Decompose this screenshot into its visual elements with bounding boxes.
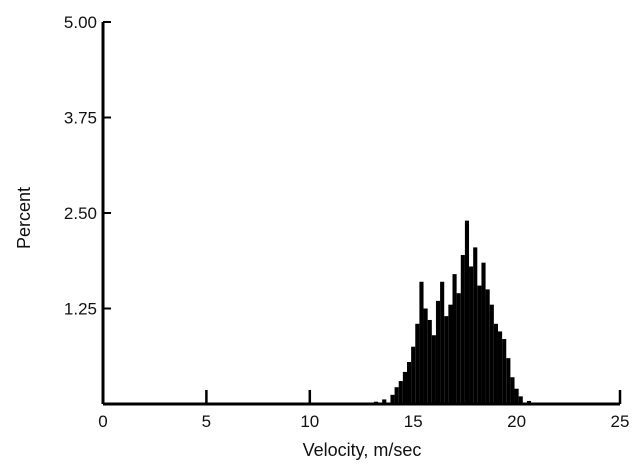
y-tick-label: 1.25 <box>64 300 97 319</box>
bar <box>506 358 511 404</box>
bar <box>481 262 486 404</box>
x-tick-label: 5 <box>202 412 211 431</box>
bar <box>390 394 395 404</box>
bar <box>402 371 407 404</box>
bar <box>435 300 441 404</box>
bar <box>526 400 532 404</box>
bar <box>497 331 503 404</box>
bar <box>518 396 523 404</box>
bar <box>464 220 470 404</box>
bar <box>440 281 445 404</box>
y-axis-label: Percent <box>14 187 34 249</box>
y-tick-label: 2.50 <box>64 204 97 223</box>
bar <box>489 304 494 404</box>
x-ticks-group: 0 5 10 15 20 25 <box>98 390 629 431</box>
bar <box>460 255 465 404</box>
bar <box>452 274 457 404</box>
x-tick-label: 10 <box>300 412 319 431</box>
bar <box>493 323 498 404</box>
bar <box>415 323 420 404</box>
bar <box>485 289 490 404</box>
y-ticks-group: 1.25 2.50 3.75 5.00 <box>64 13 111 319</box>
bar <box>510 377 515 404</box>
bar <box>473 247 478 404</box>
bar <box>423 308 428 404</box>
x-axis-label: Velocity, m/sec <box>303 440 422 460</box>
bar <box>398 381 403 404</box>
y-tick-label: 5.00 <box>64 13 97 32</box>
bar <box>502 339 507 404</box>
x-tick-label: 15 <box>404 412 423 431</box>
bar <box>431 335 436 404</box>
bar <box>419 281 424 404</box>
x-tick-label: 25 <box>611 412 630 431</box>
bar <box>456 293 461 404</box>
bar <box>406 361 412 404</box>
bar <box>477 285 482 404</box>
bar <box>444 316 449 404</box>
bar <box>469 266 474 404</box>
bar <box>427 319 432 404</box>
bar <box>382 399 387 404</box>
bar <box>394 387 399 404</box>
bars-group <box>373 220 532 404</box>
bar <box>411 346 416 404</box>
x-tick-label: 20 <box>507 412 526 431</box>
bar <box>448 304 453 404</box>
y-tick-label: 3.75 <box>64 109 97 128</box>
x-tick-label: 0 <box>98 412 107 431</box>
